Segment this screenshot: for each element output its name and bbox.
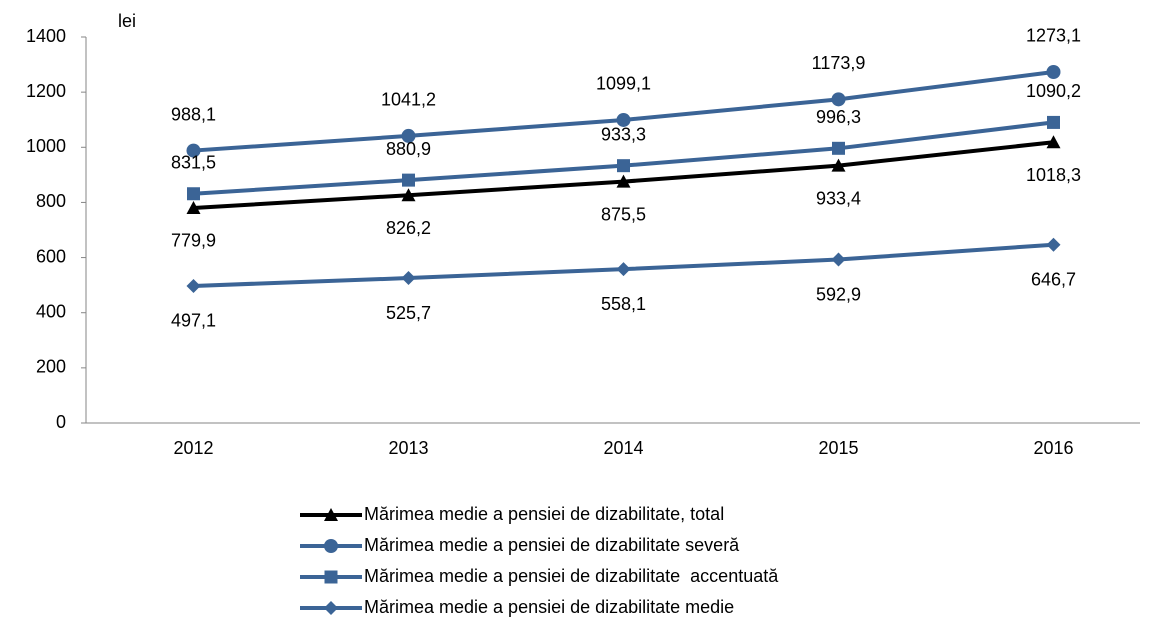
data-point [831, 252, 846, 267]
data-point [1046, 64, 1061, 79]
data-point [401, 271, 416, 286]
data-label: 1018,3 [1026, 165, 1081, 185]
data-point [616, 174, 631, 188]
data-point [616, 112, 631, 127]
x-tick-label: 2016 [1033, 438, 1073, 458]
y-unit-label: lei [118, 11, 136, 31]
data-label: 646,7 [1031, 269, 1076, 289]
data-point [1047, 115, 1060, 129]
data-point [1046, 237, 1061, 252]
x-tick-label: 2015 [818, 438, 858, 458]
y-tick-label: 1200 [26, 81, 66, 101]
y-tick-label: 200 [36, 357, 66, 377]
data-point [401, 128, 416, 143]
x-tick-label: 2012 [173, 438, 213, 458]
data-label: 826,2 [386, 218, 431, 238]
legend-label: Mărimea medie a pensiei de dizabilitate … [364, 597, 734, 617]
data-label: 1273,1 [1026, 26, 1081, 46]
data-label: 558,1 [601, 294, 646, 314]
data-point [187, 187, 200, 201]
data-point [186, 143, 201, 158]
data-label: 875,5 [601, 204, 646, 224]
legend-label: Mărimea medie a pensiei de dizabilitate … [364, 566, 779, 586]
data-label: 933,3 [601, 124, 646, 144]
y-tick-label: 0 [56, 412, 66, 432]
data-label: 996,3 [816, 107, 861, 127]
data-label: 497,1 [171, 311, 216, 331]
legend-marker [324, 570, 338, 584]
x-tick-label: 2014 [603, 438, 643, 458]
data-label: 880,9 [386, 139, 431, 159]
legend-marker [324, 539, 338, 553]
data-label: 779,9 [171, 231, 216, 251]
y-tick-label: 600 [36, 246, 66, 266]
data-point [186, 278, 201, 293]
data-point [616, 262, 631, 277]
data-label: 525,7 [386, 303, 431, 323]
data-point [831, 92, 846, 107]
y-tick-label: 1400 [26, 26, 66, 46]
data-point [832, 141, 845, 155]
legend-label: Mărimea medie a pensiei de dizabilitate,… [364, 504, 724, 524]
data-point [401, 188, 416, 202]
data-label: 1090,2 [1026, 81, 1081, 101]
x-tick-label: 2013 [388, 438, 428, 458]
data-point [402, 173, 415, 187]
data-point [186, 200, 201, 214]
y-tick-label: 800 [36, 191, 66, 211]
y-tick-label: 400 [36, 301, 66, 321]
legend-label: Mărimea medie a pensiei de dizabilitate … [364, 535, 740, 555]
data-label: 1173,9 [812, 53, 866, 73]
data-point [831, 158, 846, 172]
data-label: 592,9 [816, 284, 861, 304]
y-tick-label: 1000 [26, 136, 66, 156]
data-label: 1099,1 [596, 74, 651, 94]
data-label: 831,5 [171, 152, 216, 172]
data-label: 988,1 [171, 104, 216, 124]
data-point [1046, 135, 1061, 149]
legend-marker [324, 601, 338, 615]
data-label: 933,4 [816, 188, 861, 208]
data-point [617, 159, 630, 173]
legend-marker [324, 508, 338, 521]
data-label: 1041,2 [381, 90, 436, 110]
